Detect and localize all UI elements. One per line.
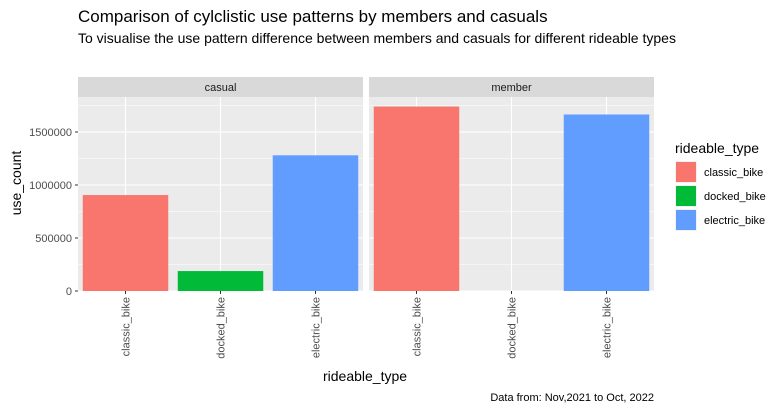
- bar-casual-classic_bike: [82, 195, 169, 291]
- facet-label-casual: casual: [205, 82, 237, 94]
- bar-casual-electric_bike: [272, 155, 359, 291]
- bar-member-electric_bike: [563, 114, 650, 291]
- chart-title: Comparison of cylclistic use patterns by…: [78, 7, 548, 26]
- legend-swatch-classic_bike: [676, 162, 696, 182]
- legend-label-docked_bike: docked_bike: [704, 191, 766, 203]
- facet-strip-casual: [78, 77, 363, 97]
- chart-subtitle: To visualise the use pattern difference …: [78, 30, 676, 46]
- y-tick-label: 500000: [35, 233, 72, 245]
- x-tick-label: docked_bike: [216, 297, 228, 359]
- y-tick-label: 1000000: [29, 180, 72, 192]
- x-tick-label: electric_bike: [602, 297, 614, 358]
- legend-swatch-docked_bike: [676, 186, 696, 206]
- facet-strip-member: [369, 77, 654, 97]
- legend-label-classic_bike: classic_bike: [704, 167, 763, 179]
- legend-title: rideable_type: [675, 140, 759, 156]
- facet-panels: casual classic_bike docked_bike electric_bi…: [78, 77, 654, 359]
- legend-swatch-electric_bike: [676, 210, 696, 230]
- legend-label-electric_bike: electric_bike: [704, 215, 765, 227]
- y-axis: 0 500000 1000000 1500000: [29, 127, 78, 298]
- x-tick-label: classic_bike: [412, 297, 424, 356]
- y-axis-title: use_count: [8, 151, 24, 216]
- facet-panel-casual: casual classic_bike docked_bike electric_bi…: [78, 77, 363, 359]
- facet-label-member: member: [491, 82, 532, 94]
- x-tick-label: classic_bike: [121, 297, 133, 356]
- x-axis-title: rideable_type: [323, 368, 407, 384]
- bar-casual-docked_bike: [177, 271, 264, 291]
- bar-member-classic_bike: [373, 106, 460, 291]
- x-tick-label: docked_bike: [507, 297, 519, 359]
- legend: rideable_type classic_bike docked_bikeelec…: [675, 140, 766, 231]
- x-tick-label: electric_bike: [311, 297, 323, 358]
- chart-caption: Data from: Nov,2021 to Oct, 2022: [490, 392, 654, 404]
- facet-panel-member: member classic_bike docked_bike electric_bi…: [369, 77, 654, 359]
- y-tick-label: 0: [66, 286, 72, 298]
- y-tick-label: 1500000: [29, 127, 72, 139]
